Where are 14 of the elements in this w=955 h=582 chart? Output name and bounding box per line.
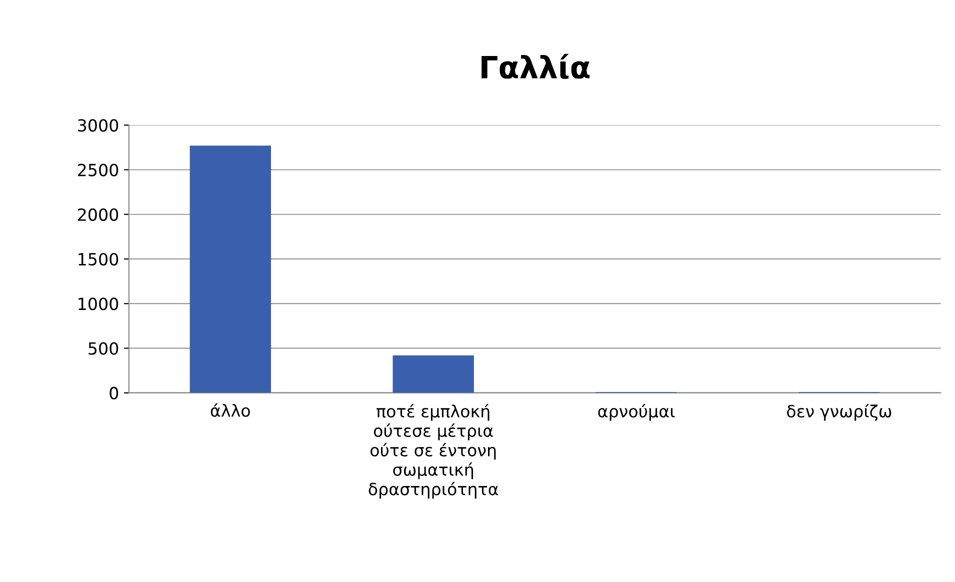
- bar: [392, 355, 474, 393]
- x-tick-label: αρνούμαι: [598, 404, 675, 421]
- x-tick-label: ποτέ εμπλοκή ούτεσε μέτρια ούτε σε έντονη σωματική δραστηριότητα: [368, 404, 498, 499]
- y-tick-label: 2000: [78, 208, 118, 221]
- y-tick-label: 1000: [78, 298, 118, 310]
- y-tick-label: 1500: [78, 252, 118, 266]
- x-tick-label: άλλο: [210, 403, 250, 417]
- y-tick-label: 2500: [78, 164, 118, 176]
- y-tick-label: 500: [88, 342, 118, 355]
- bar: [190, 146, 271, 393]
- x-tick-label: δεν γνωρίζω: [787, 404, 892, 421]
- chart-title: Γαλλία: [482, 54, 590, 79]
- y-tick-label: 0: [110, 386, 118, 400]
- y-tick-label: 3000: [78, 119, 118, 132]
